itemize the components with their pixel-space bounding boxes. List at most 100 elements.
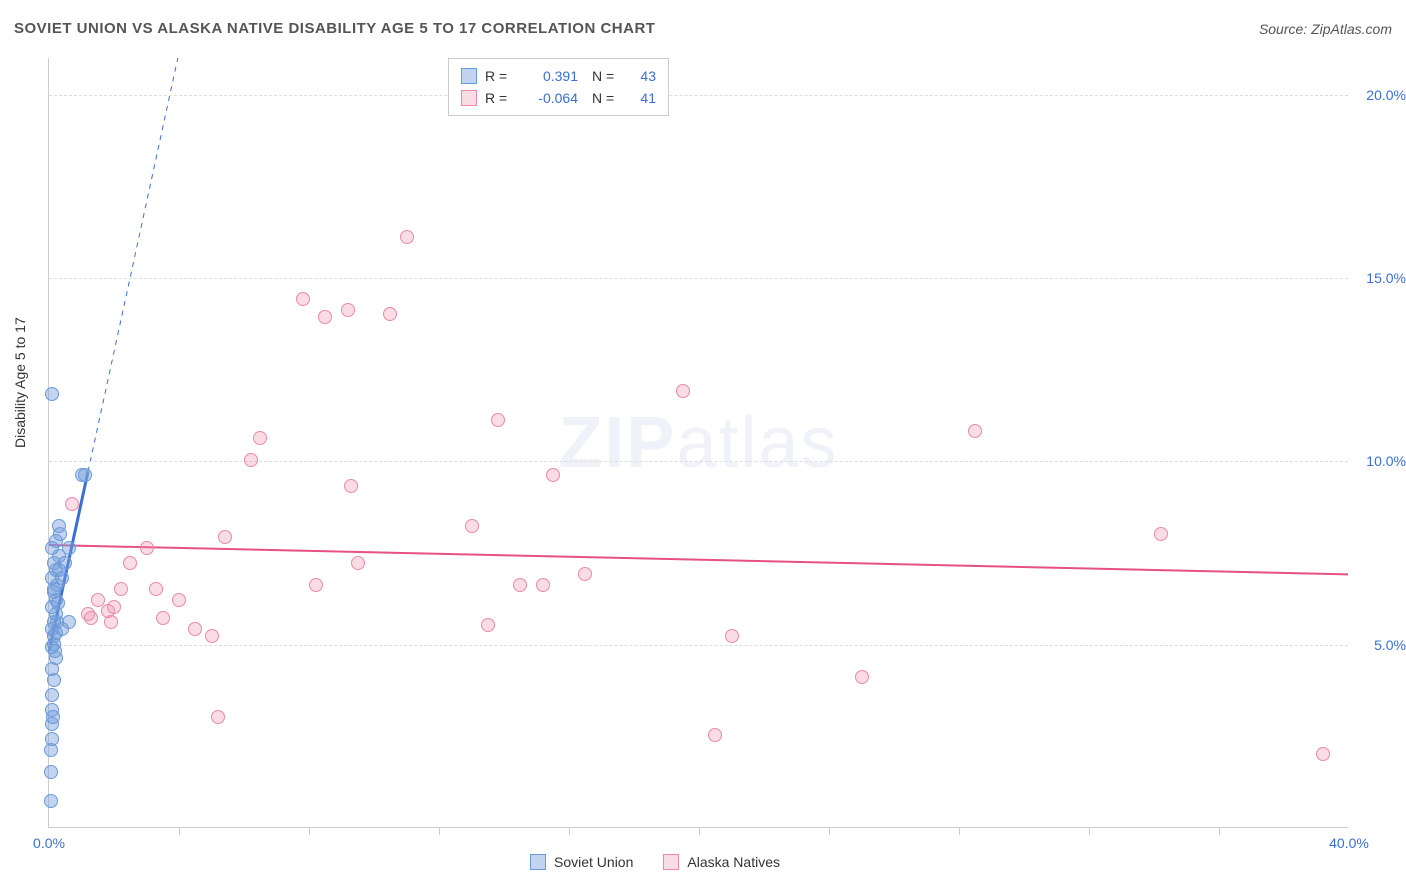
data-point: [725, 629, 739, 643]
x-minor-tick: [959, 827, 960, 835]
data-point: [546, 468, 560, 482]
y-tick-label: 10.0%: [1366, 453, 1406, 469]
x-minor-tick: [1219, 827, 1220, 835]
data-point: [513, 578, 527, 592]
data-point: [855, 670, 869, 684]
swatch-blue: [530, 854, 546, 870]
y-axis-label: Disability Age 5 to 17: [12, 317, 28, 448]
data-point: [211, 710, 225, 724]
x-tick-label: 0.0%: [33, 835, 65, 851]
x-minor-tick: [699, 827, 700, 835]
n-label: N =: [592, 90, 620, 106]
data-point: [149, 582, 163, 596]
data-point: [78, 468, 92, 482]
data-point: [481, 618, 495, 632]
n-value: 41: [628, 90, 656, 106]
data-point: [244, 453, 258, 467]
r-label: R =: [485, 68, 515, 84]
data-point: [341, 303, 355, 317]
legend-item-alaska: Alaska Natives: [663, 854, 780, 870]
data-point: [45, 387, 59, 401]
data-point: [107, 600, 121, 614]
correlation-legend: R = 0.391 N = 43 R = -0.064 N = 41: [448, 58, 669, 116]
data-point: [65, 497, 79, 511]
data-point: [46, 710, 60, 724]
data-point: [140, 541, 154, 555]
data-point: [578, 567, 592, 581]
data-point: [62, 541, 76, 555]
data-point: [344, 479, 358, 493]
data-point: [491, 413, 505, 427]
scatter-chart: ZIPatlas 5.0%10.0%15.0%20.0%0.0%40.0%: [48, 58, 1348, 828]
legend-item-soviet: Soviet Union: [530, 854, 633, 870]
swatch-pink: [461, 90, 477, 106]
data-point: [48, 644, 62, 658]
legend-label: Alaska Natives: [687, 854, 780, 870]
series-legend: Soviet Union Alaska Natives: [530, 854, 780, 870]
data-point: [205, 629, 219, 643]
x-tick-label: 40.0%: [1329, 835, 1369, 851]
data-point: [156, 611, 170, 625]
data-point: [44, 765, 58, 779]
swatch-blue: [461, 68, 477, 84]
data-point: [465, 519, 479, 533]
data-point: [114, 582, 128, 596]
gridline-horizontal: [49, 95, 1348, 96]
gridline-horizontal: [49, 278, 1348, 279]
x-minor-tick: [309, 827, 310, 835]
r-value: 0.391: [523, 68, 578, 84]
data-point: [400, 230, 414, 244]
data-point: [218, 530, 232, 544]
data-point: [1154, 527, 1168, 541]
correlation-row-blue: R = 0.391 N = 43: [461, 65, 656, 87]
trend-lines-layer: [49, 58, 1348, 827]
y-tick-label: 5.0%: [1374, 637, 1406, 653]
y-tick-label: 20.0%: [1366, 87, 1406, 103]
data-point: [536, 578, 550, 592]
x-minor-tick: [179, 827, 180, 835]
chart-title: SOVIET UNION VS ALASKA NATIVE DISABILITY…: [14, 20, 655, 37]
data-point: [253, 431, 267, 445]
data-point: [49, 626, 63, 640]
x-minor-tick: [569, 827, 570, 835]
data-point: [52, 519, 66, 533]
gridline-horizontal: [49, 645, 1348, 646]
data-point: [47, 582, 61, 596]
data-point: [351, 556, 365, 570]
watermark-bold: ZIP: [558, 403, 676, 483]
data-point: [45, 732, 59, 746]
watermark: ZIPatlas: [558, 402, 838, 484]
x-minor-tick: [1089, 827, 1090, 835]
data-point: [1316, 747, 1330, 761]
data-point: [309, 578, 323, 592]
data-point: [172, 593, 186, 607]
data-point: [123, 556, 137, 570]
chart-header: SOVIET UNION VS ALASKA NATIVE DISABILITY…: [14, 20, 1392, 37]
legend-label: Soviet Union: [554, 854, 633, 870]
data-point: [708, 728, 722, 742]
data-point: [104, 615, 118, 629]
data-point: [296, 292, 310, 306]
correlation-row-pink: R = -0.064 N = 41: [461, 87, 656, 109]
y-tick-label: 15.0%: [1366, 270, 1406, 286]
data-point: [383, 307, 397, 321]
source-attribution: Source: ZipAtlas.com: [1259, 21, 1392, 37]
data-point: [51, 596, 65, 610]
n-value: 43: [628, 68, 656, 84]
data-point: [968, 424, 982, 438]
data-point: [45, 688, 59, 702]
r-value: -0.064: [523, 90, 578, 106]
x-minor-tick: [829, 827, 830, 835]
data-point: [188, 622, 202, 636]
data-point: [44, 794, 58, 808]
r-label: R =: [485, 90, 515, 106]
data-point: [52, 563, 66, 577]
watermark-light: atlas: [676, 403, 838, 483]
data-point: [62, 615, 76, 629]
n-label: N =: [592, 68, 620, 84]
data-point: [84, 611, 98, 625]
data-point: [318, 310, 332, 324]
swatch-pink: [663, 854, 679, 870]
x-minor-tick: [439, 827, 440, 835]
data-point: [676, 384, 690, 398]
